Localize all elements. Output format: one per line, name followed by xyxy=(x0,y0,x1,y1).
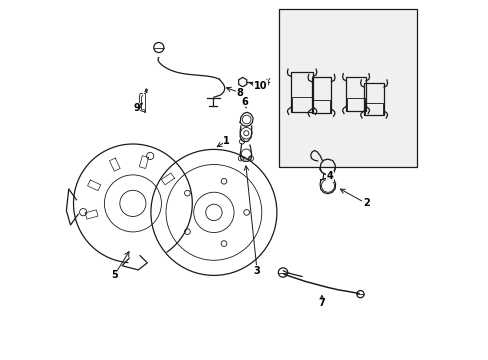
Text: 4: 4 xyxy=(326,171,333,181)
Text: 3: 3 xyxy=(253,266,260,276)
Text: 7: 7 xyxy=(318,298,325,308)
Bar xyxy=(346,77,365,111)
Bar xyxy=(346,98,364,111)
Bar xyxy=(290,72,313,112)
Text: 5: 5 xyxy=(111,270,117,280)
Text: 8: 8 xyxy=(236,88,243,98)
Bar xyxy=(364,83,383,115)
Bar xyxy=(291,96,311,112)
Bar xyxy=(365,103,382,115)
Bar xyxy=(311,77,331,113)
Text: 1: 1 xyxy=(223,136,229,146)
Text: 2: 2 xyxy=(362,198,369,208)
Text: 10: 10 xyxy=(253,81,267,91)
Bar xyxy=(312,100,330,113)
Text: 9: 9 xyxy=(133,103,140,113)
Bar xyxy=(278,9,416,167)
Text: 6: 6 xyxy=(242,96,248,107)
